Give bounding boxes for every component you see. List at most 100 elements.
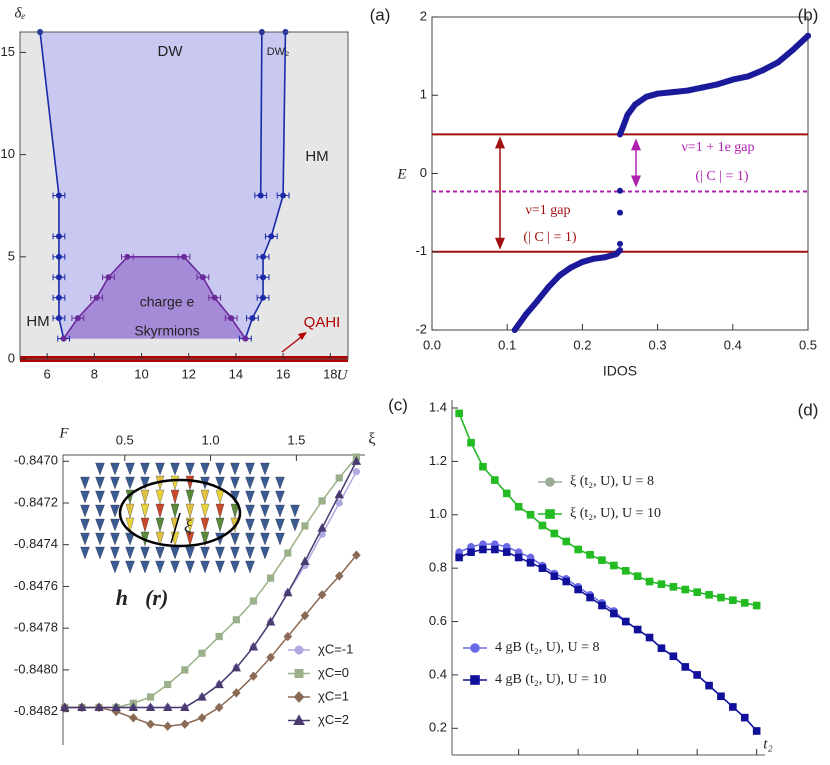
y-tick-label: -0.8478 [14,620,58,635]
x-axis-label: ξ [368,431,375,448]
marker [214,679,224,689]
spin-cone [275,490,285,504]
marker [562,577,571,586]
marker [610,609,618,618]
y-tick-label: 1 [420,87,427,102]
y-axis-label: E [396,166,406,182]
point [643,93,650,100]
inset-radius [170,512,181,544]
marker [479,462,487,471]
annotation: (| C | = 1) [523,230,577,245]
marker [610,561,618,570]
spin-cone [110,504,120,518]
x-tick-label: 0.15 [565,762,590,765]
spin-cone [95,532,105,546]
marker [693,671,701,679]
marker [669,652,678,661]
spin-cone [80,532,90,546]
marker [266,652,275,663]
spin-cone [260,518,270,532]
spin-cone [200,546,210,560]
point [699,84,706,91]
inset-label: h⃗(r) [116,585,169,610]
point [523,311,529,318]
spin-cone [185,503,195,519]
point [654,90,661,97]
marker [550,529,559,538]
spin-cone [200,489,210,505]
spin-cone [80,546,90,560]
marker [334,571,344,581]
spin-cone [155,531,165,547]
point [260,253,267,260]
marker [145,702,156,712]
spin-cone [170,462,180,476]
y-tick-label: 10 [1,146,15,161]
marker [294,645,304,655]
marker [163,721,172,731]
marker [526,559,535,567]
marker [180,702,190,712]
dw-region [40,32,286,339]
x-axis-label: IDOS [603,363,637,379]
x-tick-label: 0.30 [744,762,769,765]
marker [538,521,547,530]
spin-cone [125,532,135,546]
series-line [458,543,758,732]
y-tick-label: 1.2 [429,453,447,468]
spin-cone [140,546,150,560]
marker [318,497,326,505]
x-tick-label: 0.3 [649,337,667,352]
marker [502,548,511,556]
x-tick-label: 0.20 [625,762,650,765]
spin-cone [230,546,240,560]
marker [729,703,737,711]
marker [351,456,362,465]
spin-cone [140,503,150,519]
point [579,258,586,265]
y-tick-label: 0 [8,350,15,365]
annotation-arrowhead [298,332,307,340]
spin-cone [215,489,225,505]
y-tick-label: 0 [420,165,427,180]
spin-cone [155,462,165,476]
spin-cone [110,476,120,490]
panel-label: (a) [370,5,391,24]
spin-cone [275,504,285,518]
spin-cone [290,518,300,532]
spin-cone [200,517,210,533]
annotation: QAHI [304,314,341,331]
spin-cone [260,476,270,490]
marker [267,574,275,582]
point [759,67,766,74]
spin-cone [215,517,225,533]
spin-cone [155,503,165,519]
spin-cone [260,546,270,560]
point [590,255,597,262]
spin-cone [140,476,150,490]
y-axis-label: F [58,425,69,441]
spin-cone [290,504,300,518]
gap-arrowhead [631,138,641,188]
marker [669,583,678,591]
marker [352,468,361,476]
series-line [259,31,263,197]
point [55,253,62,260]
spin-cone [95,476,105,490]
marker [214,702,224,713]
spin-cone [170,546,180,560]
spin-cone [245,462,255,476]
point [632,101,639,108]
point [613,251,620,258]
marker [545,509,555,519]
marker [146,693,155,701]
x-tick-label: 0.2 [573,337,591,352]
marker [657,644,666,653]
y-tick-label: 0.2 [429,720,447,735]
marker [740,599,749,607]
region-label: DW₂ [267,46,290,58]
y-tick-label: 0.6 [429,613,447,628]
spin-cone [230,476,240,490]
legend-label: χC=0 [318,665,349,680]
spin-cone [275,518,285,532]
